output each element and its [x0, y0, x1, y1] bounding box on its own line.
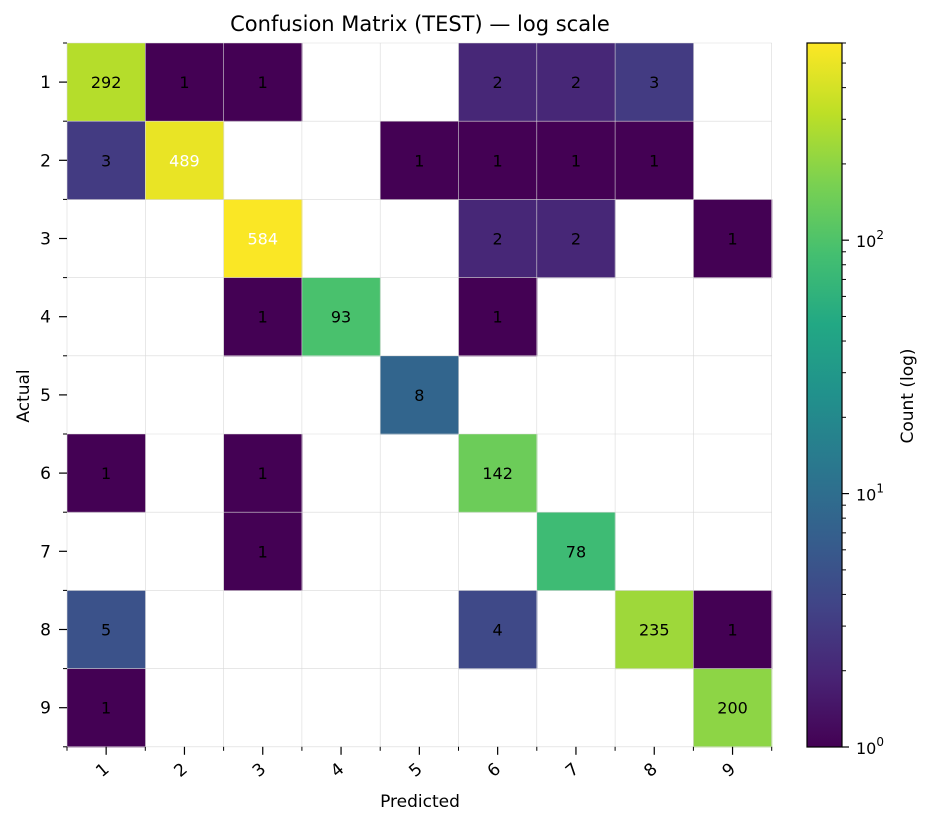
heatmap-cell [67, 668, 146, 748]
x-tick-label: 4 [327, 759, 348, 781]
cell-value-label: 1 [414, 151, 424, 170]
heatmap-cell [536, 512, 616, 591]
heatmap-cell [615, 590, 694, 670]
x-tick-label: 5 [405, 759, 426, 781]
y-tick-label: 7 [40, 542, 51, 562]
cell-value-label: 2 [493, 230, 503, 249]
cell-value-label: 1 [258, 73, 268, 92]
heatmap-cell [458, 434, 538, 513]
y-tick-label: 3 [40, 230, 51, 250]
cell-value-label: 489 [169, 151, 200, 170]
cell-value-label: 2 [571, 230, 581, 249]
x-tick-label: 6 [484, 759, 505, 781]
cell-value-label: 1 [258, 308, 268, 327]
cell-value-label: 235 [639, 621, 670, 640]
cell-value-label: 1 [101, 464, 111, 483]
heatmap-cell [145, 121, 225, 200]
heatmap-cell [458, 43, 538, 122]
colorbar-gradient [806, 42, 843, 748]
y-tick-label: 5 [40, 386, 51, 406]
cell-value-label: 5 [101, 621, 111, 640]
cell-value-label: 1 [101, 699, 111, 718]
heatmap-cell [67, 434, 146, 513]
heatmap-cell [615, 121, 694, 200]
cell-value-label: 8 [414, 386, 424, 405]
colorbar-tick-label: 100 [856, 735, 884, 758]
cell-value-label: 2 [571, 73, 581, 92]
cell-value-labels: 292 1 1 2 2 3 3 489 1 1 1 1 584 2 2 1 1 93 1 8 1 1 142 1 78 5 4 235… [91, 73, 748, 718]
cell-value-label: 142 [482, 464, 513, 483]
cell-value-label: 292 [91, 73, 122, 92]
colorbar-tick-label: 102 [856, 228, 884, 251]
x-tick-label: 7 [562, 759, 583, 781]
cell-value-label: 1 [258, 542, 268, 561]
cell-value-label: 2 [493, 73, 503, 92]
cell-value-label: 1 [179, 73, 189, 92]
heatmap-cell [223, 512, 303, 591]
y-axis-ticks: 1 2 3 4 5 6 7 8 9 [40, 42, 67, 748]
heatmap-cell [615, 43, 694, 122]
heatmap-cell [223, 43, 303, 122]
y-tick-label: 6 [40, 464, 51, 484]
cell-value-label: 3 [101, 151, 111, 170]
heatmap-cell [458, 199, 538, 279]
y-tick-label: 9 [40, 699, 51, 719]
heatmap-cell [693, 590, 773, 670]
cell-value-label: 200 [717, 699, 748, 718]
heatmap-cell [380, 121, 459, 200]
heatmap-cell [67, 121, 146, 200]
x-tick-label: 3 [249, 759, 270, 781]
cell-value-label: 78 [566, 542, 586, 561]
colorbar-label: Count (log) [898, 348, 918, 443]
x-tick-label: 2 [171, 759, 192, 781]
y-tick-label: 8 [40, 621, 51, 641]
x-tick-label: 9 [719, 759, 740, 781]
heatmap-cell [145, 43, 225, 122]
cell-value-label: 1 [727, 621, 737, 640]
y-tick-label: 4 [40, 308, 51, 328]
cell-value-label: 584 [247, 230, 278, 249]
heatmap-cell [458, 590, 538, 670]
x-axis-ticks: 1 2 3 4 5 6 7 8 9 [66, 746, 773, 782]
colorbar-tick-label: 101 [856, 482, 884, 505]
x-tick-label: 1 [92, 759, 113, 781]
heatmap-cell [223, 277, 303, 357]
cell-value-label: 1 [727, 230, 737, 249]
heatmap-cell [536, 199, 616, 279]
heatmap-cell [536, 43, 616, 122]
cell-value-label: 1 [258, 464, 268, 483]
heatmap-cell [67, 43, 146, 122]
cell-value-label: 1 [649, 151, 659, 170]
cell-value-label: 1 [493, 308, 503, 327]
y-axis-label: Actual [14, 369, 34, 422]
heatmap-cell [301, 277, 381, 357]
cell-value-label: 1 [571, 151, 581, 170]
x-tick-label: 8 [640, 759, 661, 781]
cell-value-label: 1 [493, 151, 503, 170]
heatmap-cell [458, 277, 538, 357]
cell-value-label: 3 [649, 73, 659, 92]
cell-value-label: 93 [331, 308, 351, 327]
colorbar-ticks: 100 101 102 [842, 42, 884, 758]
y-tick-label: 2 [40, 151, 51, 171]
heatmap-cell [67, 590, 146, 670]
chart-title: Confusion Matrix (TEST) — log scale [230, 12, 610, 36]
heatmap-cell [380, 355, 459, 435]
heatmap-cell [693, 668, 773, 748]
heatmap-cell [223, 199, 303, 279]
heatmap-cell [223, 434, 303, 513]
y-tick-label: 1 [40, 73, 51, 93]
colorbar: 100 101 102 Count (log) [806, 42, 918, 758]
x-axis-label: Predicted [380, 792, 460, 812]
heatmap-cell [693, 199, 773, 279]
cell-value-label: 4 [493, 621, 503, 640]
heatmap-cell [536, 121, 616, 200]
heatmap-cells [67, 43, 773, 748]
heatmap-cell [458, 121, 538, 200]
